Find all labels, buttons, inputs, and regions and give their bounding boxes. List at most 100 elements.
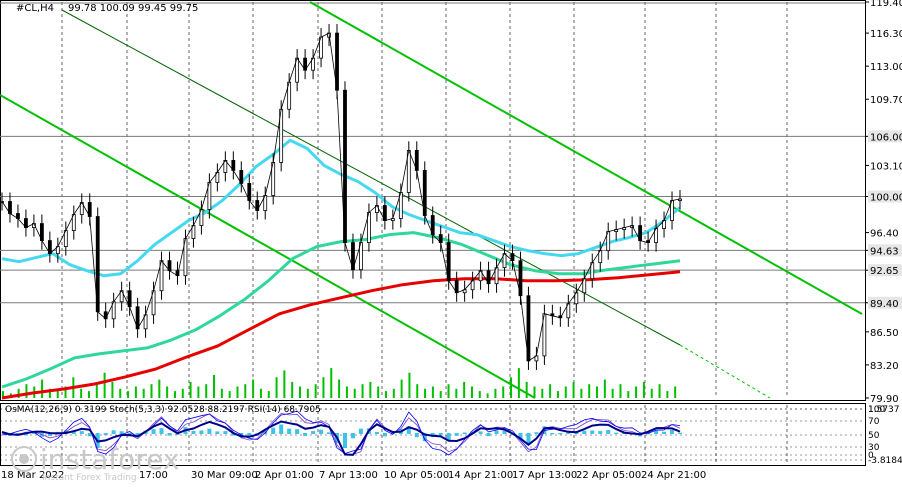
osma-bar [494, 430, 499, 434]
time-tick-label: 17:00 [139, 470, 168, 481]
sub-tick-label: 70 [868, 417, 880, 427]
osma-bar [295, 429, 300, 434]
ohlc-readout: 99.78 100.09 99.45 99.75 [68, 3, 198, 14]
osma-bar [350, 433, 355, 439]
osma-bar [582, 430, 587, 434]
osma-bar [79, 431, 84, 434]
volume-bar [486, 393, 489, 398]
volume-bar [64, 386, 67, 398]
osma-bar [422, 433, 427, 442]
stoch-main-line [1, 420, 681, 456]
osma-bar [151, 429, 156, 434]
price-tick-label: 92.65 [870, 266, 899, 277]
sub-tick-label: 100 [868, 405, 885, 415]
moving-average-red [1, 270, 681, 400]
volume-bar [197, 386, 200, 398]
osma-bar [438, 433, 443, 436]
volume-bar [502, 386, 505, 398]
price-tick-label: 96.40 [870, 229, 899, 240]
volume-bar [588, 384, 591, 398]
volume-bar [158, 379, 161, 398]
sub-tick-label: 1.5737 [868, 405, 900, 415]
time-tick-label: 14 Apr 21:00 [448, 470, 513, 481]
volume-bar [166, 386, 169, 398]
price-tick-label: 109.70 [870, 95, 902, 106]
volume-bar [259, 388, 262, 398]
volume-bar [400, 379, 403, 398]
osma-bar [526, 433, 531, 445]
price-candle-body [678, 198, 682, 201]
volume-bar [213, 375, 216, 398]
sub-tick-label: 30 [868, 443, 880, 453]
osma-bar [534, 432, 539, 434]
price-tick-label: 119.40 [870, 0, 902, 9]
osma-bar [374, 431, 379, 434]
subwindow-header: OsMA(12,26,9) 0.3199 Stoch(5,3,3) 92.052… [5, 405, 321, 415]
volume-bar [228, 391, 231, 398]
volume-bar [95, 384, 98, 398]
volume-bar [25, 384, 28, 398]
osma-bar [327, 432, 332, 434]
price-tick-label: 79.90 [870, 394, 899, 405]
volume-bar [619, 384, 622, 398]
osma-bar [87, 433, 92, 437]
instaforex-logo-dot [19, 454, 29, 464]
main-frame [0, 0, 866, 401]
sub-tick-label: 50 [868, 431, 880, 441]
price-level-marker [868, 296, 902, 309]
volume-bar [299, 386, 302, 398]
osma-bar [606, 429, 611, 434]
volume-bar [369, 381, 372, 398]
volume-bar [80, 388, 83, 398]
instaforex-logo-icon [11, 446, 37, 472]
volume-bar [463, 381, 466, 398]
stoch-signal-line [1, 410, 681, 456]
price-tick-label: 86.50 [870, 328, 899, 339]
volume-bar [205, 384, 208, 398]
volume-bar [17, 388, 20, 398]
volume-bar [533, 386, 536, 398]
volume-bar [596, 386, 599, 398]
osma-bar [31, 432, 36, 434]
volume-bar [611, 388, 614, 398]
volume-bar [447, 384, 450, 398]
volume-bar [384, 391, 387, 398]
osma-bar [678, 432, 682, 434]
volume-bar [666, 391, 669, 398]
osma-bar [598, 431, 603, 434]
osma-bar [502, 430, 507, 434]
osma-bar [590, 430, 595, 434]
watermark: instaforex Instant Forex Trading [11, 443, 179, 483]
volume-bar [650, 388, 653, 398]
price-tick-label: 89.40 [870, 299, 899, 310]
volume-bar [517, 368, 520, 398]
osma-bar [462, 432, 467, 434]
price-level-marker [868, 130, 902, 143]
volume-bar [142, 388, 145, 398]
trend-line-thin [61, 9, 681, 346]
volume-bar [244, 384, 247, 398]
volume-bar [41, 379, 44, 398]
moving-average-green [1, 231, 681, 389]
osma-bar [558, 433, 563, 435]
osma-bar [382, 433, 387, 437]
time-tick-label: 2 Apr 01:00 [255, 470, 314, 481]
price-tick-label: 100.00 [870, 192, 902, 203]
volume-bar [252, 379, 255, 398]
moving-average-cyan [1, 138, 681, 278]
volume-bar [603, 379, 606, 398]
volume-bar [541, 388, 544, 398]
osma-bar [670, 429, 675, 434]
osma-bar [303, 433, 308, 436]
price-level-marker [868, 244, 902, 257]
volume-bar [134, 386, 137, 398]
price-level-marker [868, 264, 902, 277]
volume-bar [635, 386, 638, 398]
volume-bar [275, 377, 278, 398]
osma-bar [287, 428, 292, 434]
volume-bar [431, 386, 434, 398]
volume-bar [103, 372, 106, 398]
volume-bar [580, 388, 583, 398]
volume-bar [306, 388, 309, 398]
